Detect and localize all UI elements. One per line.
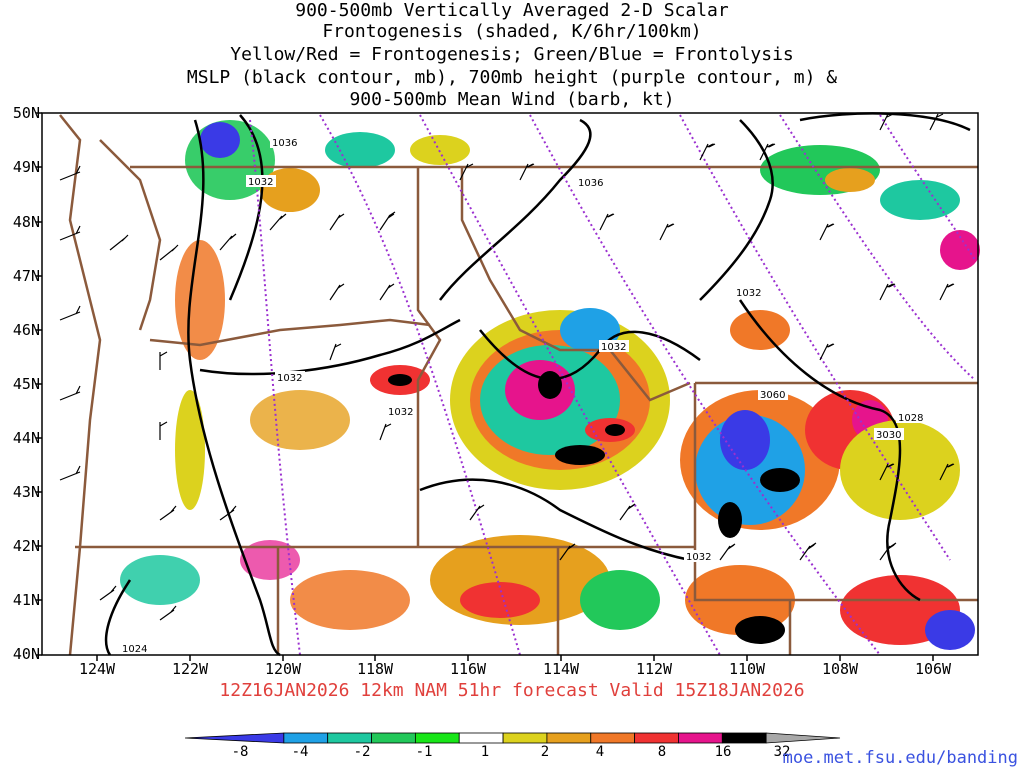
title-line-2: Frontogenesis (shaded, K/6hr/100km) (322, 21, 702, 42)
mslp-label: 1032 (736, 288, 761, 299)
lat-label: 47N (12, 267, 40, 285)
colorbar-label: 2 (540, 744, 550, 760)
contour-labels: 1036 1032 1036 1032 1032 1032 1032 1028 … (120, 136, 926, 655)
height-label: 3060 (760, 390, 785, 401)
title-line-5: 900-500mb Mean Wind (barb, kt) (349, 89, 675, 110)
colorbar-swatch (590, 732, 636, 744)
colorbar-swatch (721, 732, 767, 744)
mslp-label: 1032 (601, 342, 626, 353)
lon-label: 110W (728, 660, 766, 678)
colorbar-swatch (634, 732, 679, 744)
lat-label: 40N (12, 645, 40, 663)
lat-label: 50N (12, 104, 40, 122)
lon-label: 114W (542, 660, 580, 678)
lat-label: 48N (12, 213, 40, 231)
lat-label: 44N (12, 429, 40, 447)
colorbar-swatch (414, 732, 460, 744)
colorbar-label: -2 (353, 744, 371, 760)
colorbar-label: 4 (595, 744, 605, 760)
mslp-label: 1032 (248, 177, 273, 188)
lon-label: 124W (78, 660, 116, 678)
colorbar-swatch (283, 732, 329, 744)
height-label: 3030 (876, 430, 901, 441)
colorbar (184, 732, 841, 744)
axis-ticks (36, 112, 934, 661)
colorbar-label: -1 (415, 744, 433, 760)
lat-label: 41N (12, 591, 40, 609)
lat-label: 42N (12, 537, 40, 555)
mslp-label: 1032 (686, 552, 711, 563)
mslp-label: 1024 (122, 644, 147, 655)
mslp-contours (104, 112, 971, 657)
colorbar-swatch (371, 732, 416, 744)
colorbar-label: -4 (291, 744, 309, 760)
mslp-label: 1028 (898, 413, 923, 424)
colorbar-swatch (327, 732, 372, 744)
mslp-label: 1032 (277, 373, 302, 384)
colorbar-swatch (678, 732, 723, 744)
colorbar-swatch (184, 732, 285, 744)
lon-label: 122W (171, 660, 209, 678)
forecast-valid-line: 12Z16JAN2026 12km NAM 51hr forecast Vali… (219, 680, 805, 701)
lon-label: 112W (635, 660, 673, 678)
colorbar-swatch (458, 732, 504, 744)
lat-label: 43N (12, 483, 40, 501)
colorbar-label: 16 (714, 744, 732, 760)
state-borders (59, 114, 978, 656)
title-line-1: 900-500mb Vertically Averaged 2-D Scalar (295, 0, 729, 21)
colorbar-swatch (502, 732, 548, 744)
source-url[interactable]: moe.met.fsu.edu/banding (782, 748, 1018, 768)
frontogenesis-shading (120, 120, 980, 650)
mslp-label: 1036 (272, 138, 297, 149)
lon-label: 120W (264, 660, 302, 678)
colorbar-label: 1 (480, 744, 490, 760)
colorbar-swatch (765, 732, 841, 744)
mslp-label: 1036 (578, 178, 603, 189)
lat-label: 46N (12, 321, 40, 339)
colorbar-swatch (546, 732, 592, 744)
lat-label: 45N (12, 375, 40, 393)
colorbar-label: 8 (657, 744, 667, 760)
title-line-3: Yellow/Red = Frontogenesis; Green/Blue =… (230, 44, 794, 65)
lon-label: 106W (914, 660, 952, 678)
lon-label: 108W (821, 660, 859, 678)
colorbar-label: 32 (773, 744, 791, 760)
lat-label: 49N (12, 158, 40, 176)
wind-barbs (59, 113, 955, 621)
lon-label: 118W (356, 660, 394, 678)
title-line-4: MSLP (black contour, mb), 700mb height (… (186, 67, 838, 88)
mslp-label: 1032 (388, 407, 413, 418)
lon-label: 116W (449, 660, 487, 678)
colorbar-label: -8 (231, 744, 249, 760)
